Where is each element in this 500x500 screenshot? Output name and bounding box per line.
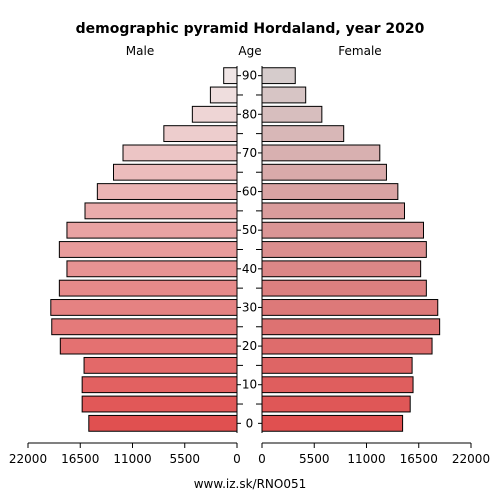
bar-male-50-54 bbox=[66, 221, 238, 239]
bar-male-65-69 bbox=[113, 163, 238, 181]
bar-female-5-9 bbox=[261, 395, 411, 413]
x-tick-label-left: 11000 bbox=[113, 452, 151, 466]
bar-female-80-84 bbox=[261, 105, 323, 123]
x-axis: 22000 16500 11000 5500 0 0 5500 11000 16500 22000 bbox=[9, 442, 490, 466]
bar-female-60-64 bbox=[261, 183, 399, 200]
bar-female-70-74 bbox=[261, 144, 381, 162]
bar-female-30-34 bbox=[261, 299, 439, 316]
x-tick-label-left: 16500 bbox=[61, 452, 99, 466]
bar-female-35-39 bbox=[261, 279, 427, 297]
age-axis: 0 10 20 30 40 50 60 70 80 90 bbox=[236, 66, 263, 433]
bar-male-60-64 bbox=[96, 183, 238, 200]
bar-female-15-19 bbox=[261, 356, 413, 374]
x-tick-label-right: 16500 bbox=[400, 452, 438, 466]
bar-female-65-69 bbox=[261, 163, 387, 181]
x-tick-label-right: 5500 bbox=[299, 452, 330, 466]
x-tick-label-right: 22000 bbox=[452, 452, 490, 466]
x-tick-label-left: 0 bbox=[233, 452, 241, 466]
bar-male-40-44 bbox=[66, 260, 238, 278]
bar-male-15-19 bbox=[83, 356, 238, 374]
age-tick-label: 90 bbox=[242, 69, 257, 83]
bar-male-10-14 bbox=[81, 376, 238, 394]
bar-female-20-24 bbox=[261, 337, 433, 355]
bar-female-10-14 bbox=[261, 376, 414, 394]
age-tick-label: 80 bbox=[242, 107, 257, 121]
age-tick-label: 40 bbox=[242, 262, 257, 276]
bar-male-55-59 bbox=[84, 202, 238, 220]
bar-female-25-29 bbox=[261, 318, 441, 336]
x-tick-label-right: 11000 bbox=[347, 452, 385, 466]
male-bars bbox=[50, 67, 238, 432]
x-tick-label-left: 5500 bbox=[169, 452, 200, 466]
male-label: Male bbox=[126, 44, 154, 58]
bar-female-0-4 bbox=[261, 414, 404, 432]
bar-male-75-79 bbox=[163, 125, 238, 143]
female-label: Female bbox=[338, 44, 381, 58]
bar-male-35-39 bbox=[58, 279, 238, 297]
bar-male-85-89 bbox=[209, 86, 238, 104]
x-tick-label-left: 22000 bbox=[9, 452, 47, 466]
age-tick-label: 70 bbox=[242, 146, 257, 160]
age-label: Age bbox=[238, 44, 261, 58]
bar-female-75-79 bbox=[261, 125, 345, 143]
bar-male-25-29 bbox=[51, 318, 238, 336]
age-tick-label: 0 bbox=[246, 416, 254, 430]
bar-male-90+ bbox=[223, 67, 238, 85]
x-tick-label-right: 0 bbox=[258, 452, 266, 466]
bar-female-55-59 bbox=[261, 202, 405, 220]
chart-title: demographic pyramid Hordaland, year 2020 bbox=[76, 21, 425, 37]
age-tick-label: 20 bbox=[242, 339, 257, 353]
bar-female-85-89 bbox=[261, 86, 307, 104]
bar-male-45-49 bbox=[58, 241, 238, 258]
bar-male-5-9 bbox=[81, 395, 238, 413]
bar-male-70-74 bbox=[122, 144, 238, 162]
footer-source: www.iz.sk/RNO051 bbox=[194, 477, 307, 491]
bar-female-45-49 bbox=[261, 241, 427, 258]
age-tick-label: 50 bbox=[242, 223, 257, 237]
age-tick-label: 30 bbox=[242, 300, 257, 314]
age-tick-label: 10 bbox=[242, 378, 257, 392]
bar-male-20-24 bbox=[59, 337, 238, 355]
bar-female-40-44 bbox=[261, 260, 422, 278]
female-bars bbox=[261, 67, 441, 432]
bar-female-90+ bbox=[261, 67, 296, 85]
bar-male-30-34 bbox=[50, 299, 238, 316]
bar-male-80-84 bbox=[191, 105, 238, 123]
age-tick-label: 60 bbox=[242, 185, 257, 199]
bar-female-50-54 bbox=[261, 221, 424, 239]
bar-male-0-4 bbox=[88, 414, 238, 432]
